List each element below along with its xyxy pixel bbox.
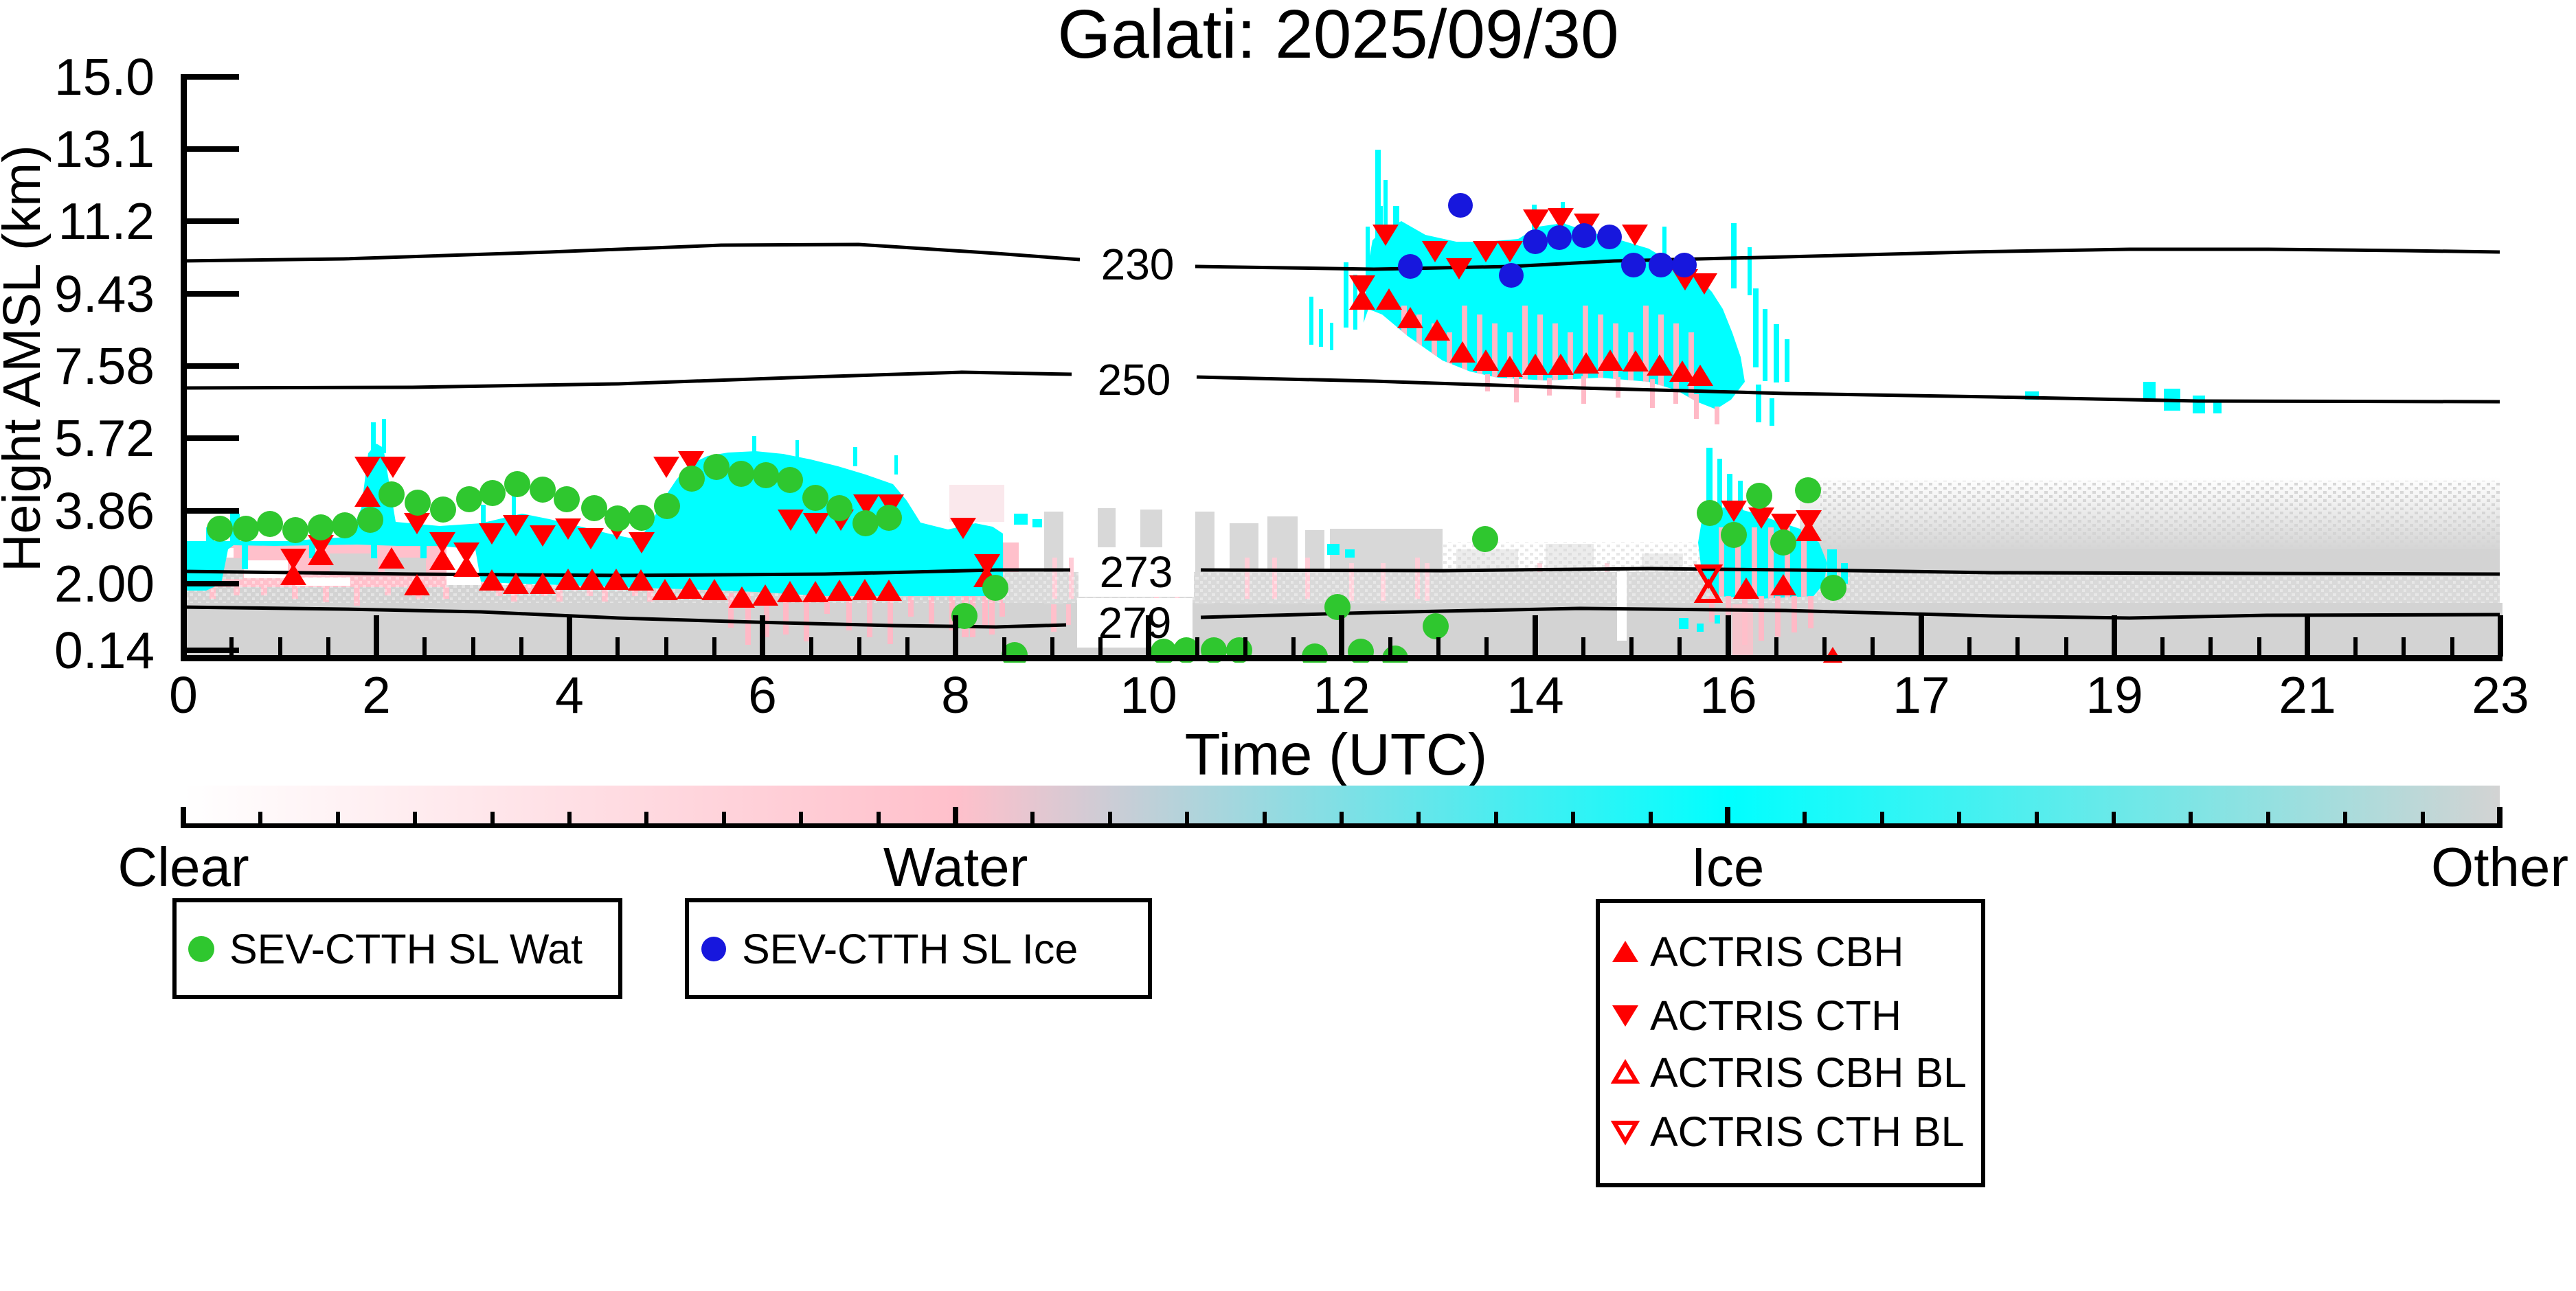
svg-text:21: 21 [2279, 666, 2336, 724]
svg-text:14: 14 [1506, 666, 1563, 724]
svg-text:10: 10 [1120, 666, 1177, 724]
svg-text:5.72: 5.72 [54, 409, 155, 467]
svg-text:0.14: 0.14 [54, 621, 155, 679]
svg-text:Height AMSL (km): Height AMSL (km) [0, 145, 52, 572]
svg-text:0: 0 [169, 666, 198, 724]
svg-text:9.43: 9.43 [54, 265, 155, 323]
svg-text:230: 230 [1101, 240, 1175, 289]
svg-text:273: 273 [1100, 547, 1173, 597]
svg-text:Clear: Clear [117, 836, 249, 898]
svg-text:11.2: 11.2 [58, 192, 155, 250]
svg-text:ACTRIS CBH BL: ACTRIS CBH BL [1650, 1049, 1967, 1096]
svg-text:250: 250 [1098, 355, 1171, 404]
svg-text:Galati: 2025/09/30: Galati: 2025/09/30 [1057, 0, 1618, 73]
svg-text:Time (UTC): Time (UTC) [1185, 722, 1488, 788]
svg-text:8: 8 [941, 666, 970, 724]
svg-text:12: 12 [1313, 666, 1370, 724]
svg-text:4: 4 [555, 666, 584, 724]
svg-text:7.58: 7.58 [54, 337, 155, 395]
svg-text:13.1: 13.1 [54, 120, 155, 178]
svg-text:2: 2 [362, 666, 391, 724]
svg-text:SEV-CTTH SL Wat: SEV-CTTH SL Wat [229, 926, 583, 972]
svg-text:SEV-CTTH SL Ice: SEV-CTTH SL Ice [742, 926, 1078, 972]
svg-text:23: 23 [2472, 666, 2529, 724]
svg-text:19: 19 [2086, 666, 2143, 724]
svg-text:Water: Water [883, 836, 1028, 898]
svg-text:17: 17 [1893, 666, 1950, 724]
svg-text:3.86: 3.86 [54, 482, 155, 540]
svg-text:2.00: 2.00 [54, 555, 155, 613]
svg-text:ACTRIS CTH: ACTRIS CTH [1650, 992, 1901, 1039]
svg-text:279: 279 [1098, 598, 1172, 648]
svg-text:ACTRIS CBH: ACTRIS CBH [1650, 928, 1903, 975]
svg-text:Other: Other [2431, 836, 2568, 898]
svg-text:Ice: Ice [1691, 836, 1765, 898]
svg-text:6: 6 [748, 666, 777, 724]
svg-text:ACTRIS CTH BL: ACTRIS CTH BL [1650, 1108, 1965, 1155]
svg-text:16: 16 [1699, 666, 1756, 724]
svg-text:15.0: 15.0 [54, 48, 155, 106]
